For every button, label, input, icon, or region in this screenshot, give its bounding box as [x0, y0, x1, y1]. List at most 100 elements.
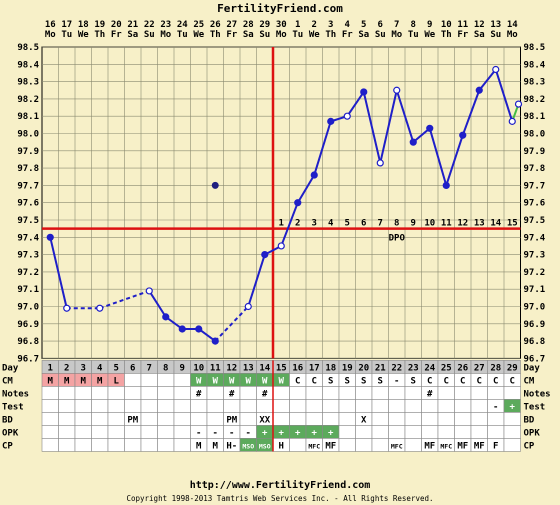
date-label: 21 [127, 20, 138, 30]
cell-opk [124, 425, 142, 439]
cell-text-day: 17 [309, 363, 320, 373]
cell-test [140, 399, 158, 413]
y-tick-label-right: 96.9 [524, 320, 546, 330]
y-tick-label-left: 96.8 [17, 337, 39, 347]
y-tick-label-left: 97.6 [17, 199, 39, 209]
temp-line-segment [494, 69, 514, 122]
cell-notes [404, 386, 422, 400]
date-label: 27 [226, 20, 237, 30]
cell-test [239, 399, 257, 413]
date-label: 17 [61, 20, 72, 30]
cell-text-opk: + [262, 428, 268, 438]
temp-point [195, 325, 203, 333]
cell-bd [470, 412, 488, 426]
y-tick-label-right: 97.4 [524, 233, 546, 243]
cell-text-cm: S [345, 376, 350, 386]
cell-notes [454, 386, 472, 400]
date-label: 4 [345, 20, 351, 30]
cell-text-notes: # [229, 389, 235, 399]
date-label: 6 [378, 20, 383, 30]
y-tick-label-right: 97.5 [524, 216, 546, 226]
cell-text-day: 23 [408, 363, 419, 373]
temp-point [475, 86, 483, 94]
cell-text-cm: C [444, 376, 449, 386]
y-tick-label-left: 97.1 [17, 285, 39, 295]
cell-notes [157, 386, 175, 400]
cell-test [338, 399, 356, 413]
cell-text-cm: W [196, 376, 202, 386]
cell-text-cm: M [81, 376, 87, 386]
temp-point [46, 233, 54, 241]
cell-cp [173, 438, 191, 452]
cell-bd [404, 412, 422, 426]
cell-text-cm: C [427, 376, 432, 386]
y-tick-label-left: 97.4 [17, 233, 39, 243]
y-tick-label-right: 98.4 [524, 60, 546, 70]
cell-notes [388, 386, 406, 400]
y-tick-label-right: 97.7 [524, 181, 546, 191]
y-tick-label-left: 97.7 [17, 181, 39, 191]
date-label: 13 [490, 20, 501, 30]
cell-text-cm: - [394, 376, 399, 386]
date-label: 25 [193, 20, 204, 30]
cell-test [157, 399, 175, 413]
date-label: 30 [276, 20, 287, 30]
y-tick-label-right: 97.2 [524, 268, 546, 278]
cell-text-day: 4 [97, 363, 103, 373]
weekday-label: Sa [358, 30, 369, 40]
temp-point [343, 112, 351, 120]
y-tick-label-left: 98.5 [17, 43, 39, 53]
row-label-right-test: Test [524, 402, 546, 412]
temp-point [393, 86, 401, 94]
cell-notes [272, 386, 290, 400]
dpo-label: 7 [378, 219, 383, 229]
temp-line-segment [247, 254, 266, 307]
temp-line-segment [148, 290, 167, 318]
cell-cm [157, 373, 175, 387]
y-tick-label-right: 97.3 [524, 251, 546, 261]
cell-bd [74, 412, 92, 426]
date-label: 22 [144, 20, 155, 30]
cell-text-day: 10 [193, 363, 204, 373]
y-tick-label-right: 98.1 [524, 112, 546, 122]
cell-text-cp: MF [474, 441, 485, 451]
weekday-label: Th [210, 30, 221, 40]
cell-text-cm: S [328, 376, 333, 386]
temp-point [310, 171, 318, 179]
cell-text-day: 6 [130, 363, 135, 373]
date-label: 12 [474, 20, 485, 30]
cell-notes [322, 386, 340, 400]
y-tick-label-left: 97.9 [17, 147, 39, 157]
cell-text-cm: M [97, 376, 103, 386]
dpo-label: 15 [507, 219, 518, 229]
weekday-label: Su [490, 30, 501, 40]
date-label: 10 [441, 20, 452, 30]
cell-text-day: 13 [243, 363, 254, 373]
cell-text-cp: M [213, 441, 219, 451]
cell-test [223, 399, 241, 413]
cell-notes [91, 386, 109, 400]
row-label-left-test: Test [2, 402, 24, 412]
weekday-label: Th [94, 30, 105, 40]
footer-url[interactable]: http://www.FertilityFriend.com [189, 480, 371, 491]
weekday-label: Tu [177, 30, 188, 40]
y-tick-label-left: 98.4 [17, 60, 39, 70]
cell-test [355, 399, 373, 413]
cell-cp [41, 438, 59, 452]
cell-text-day: 19 [342, 363, 353, 373]
date-label: 19 [94, 20, 105, 30]
y-tick-label-left: 96.9 [17, 320, 39, 330]
dpo-label: 11 [441, 219, 452, 229]
temp-point [261, 251, 269, 259]
cell-text-opk: + [312, 428, 318, 438]
cell-text-day: 9 [180, 363, 185, 373]
date-label: 18 [78, 20, 89, 30]
cell-text-day: 18 [325, 363, 336, 373]
cell-bd [140, 412, 158, 426]
cell-text-opk: + [279, 428, 285, 438]
cell-text-day: 26 [457, 363, 468, 373]
date-label: 23 [160, 20, 171, 30]
cell-notes [74, 386, 92, 400]
y-tick-label-left: 98.3 [17, 78, 39, 88]
weekday-label: Sa [474, 30, 485, 40]
